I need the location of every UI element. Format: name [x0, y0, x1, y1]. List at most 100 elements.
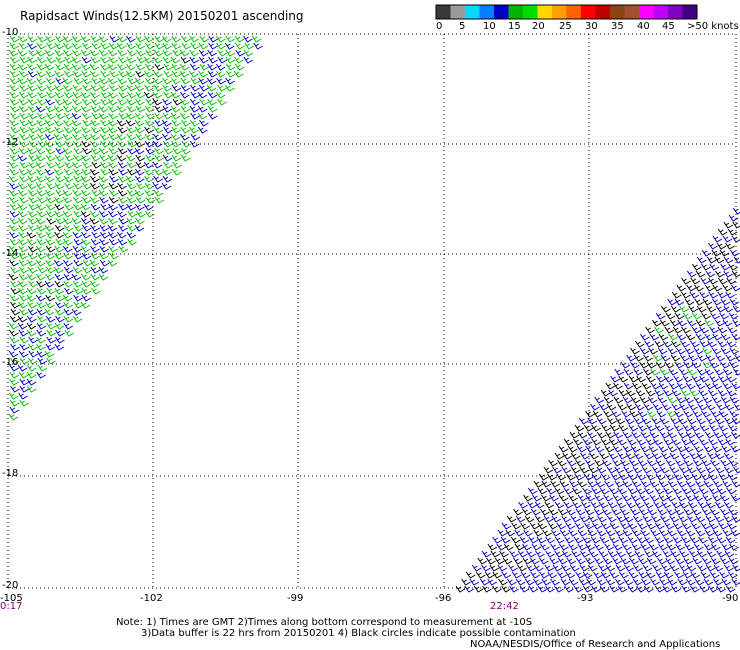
wind-barb	[635, 340, 645, 348]
wind-barb	[621, 543, 632, 551]
wind-barb	[170, 105, 181, 113]
wind-barb	[714, 501, 725, 509]
wind-barb	[36, 301, 47, 309]
wind-barb	[116, 119, 127, 127]
wind-barb	[62, 133, 73, 141]
wind-barb	[654, 340, 665, 348]
wind-barb	[652, 403, 663, 411]
wind-barb	[171, 77, 181, 85]
wind-barb	[655, 473, 666, 481]
wind-barb	[109, 70, 120, 78]
wind-barb	[99, 182, 109, 190]
wind-barb	[72, 98, 82, 106]
wind-barb	[577, 543, 588, 551]
wind-barb	[19, 56, 30, 64]
wind-barb	[689, 452, 699, 460]
wind-barb	[19, 266, 29, 274]
wind-barb	[670, 354, 681, 362]
wind-barb	[588, 515, 598, 523]
wind-barb	[628, 571, 639, 579]
wind-barb	[243, 35, 253, 43]
wind-barb	[731, 578, 740, 586]
wind-barb	[26, 364, 37, 372]
wind-barb	[661, 305, 671, 313]
wind-barb	[638, 571, 648, 579]
wind-barb	[190, 91, 201, 99]
wind-barb	[539, 571, 549, 579]
wind-barb	[682, 473, 693, 481]
wind-barb	[652, 550, 662, 558]
wind-barb	[98, 35, 109, 43]
wind-barb	[556, 473, 567, 481]
wind-barb	[698, 487, 709, 495]
wind-barb	[153, 77, 163, 85]
scale-label: 20	[532, 21, 545, 32]
wind-barb	[565, 473, 576, 481]
wind-barb	[71, 308, 82, 316]
wind-barb	[199, 63, 210, 71]
wind-barb	[554, 550, 565, 558]
wind-barb	[699, 424, 710, 432]
wind-barb	[36, 336, 46, 344]
wind-barb	[633, 564, 643, 572]
wind-barb	[17, 49, 28, 57]
wind-barb	[17, 217, 28, 225]
wind-barb	[502, 557, 513, 565]
wind-barb	[98, 175, 109, 183]
wind-barb	[706, 550, 717, 558]
wind-barb	[180, 126, 191, 134]
wind-barb	[570, 515, 581, 523]
wind-barb	[608, 452, 618, 460]
wind-barb	[684, 396, 694, 404]
wind-barb	[585, 494, 596, 502]
wind-barb	[134, 126, 145, 134]
wind-barb	[654, 487, 665, 495]
wind-barb	[705, 270, 716, 278]
wind-barb	[632, 578, 643, 586]
wind-barb	[152, 182, 163, 190]
wind-barb	[729, 249, 740, 257]
wind-barb	[46, 329, 57, 337]
wind-barb	[62, 294, 73, 302]
wind-barb	[90, 91, 100, 99]
wind-barb	[689, 291, 700, 299]
wind-barb	[601, 522, 611, 530]
wind-barb	[549, 494, 559, 502]
wind-barb	[558, 445, 569, 453]
wind-barb	[708, 389, 718, 397]
wind-barb	[686, 270, 697, 278]
wind-barb	[455, 585, 466, 593]
wind-barb	[28, 133, 39, 141]
note-line-2: 3)Data buffer is 22 hrs from 20150201 4)…	[141, 628, 576, 639]
wind-barb	[108, 133, 119, 141]
wind-barb	[35, 245, 46, 253]
wind-barb	[705, 354, 716, 362]
wind-barb	[9, 231, 19, 239]
wind-barb	[8, 140, 19, 148]
wind-barb	[71, 56, 82, 64]
wind-barb	[550, 480, 560, 488]
wind-barb	[632, 466, 643, 474]
wind-barb	[593, 571, 603, 579]
wind-barb	[144, 35, 154, 43]
wind-barb	[541, 578, 552, 586]
wind-barb	[162, 98, 172, 106]
wind-barb	[627, 536, 638, 544]
wind-barb	[118, 203, 128, 211]
wind-barb	[162, 105, 173, 113]
wind-barb	[135, 161, 146, 169]
wind-barb	[36, 280, 46, 288]
wind-barb	[81, 231, 91, 239]
wind-barb	[594, 396, 604, 404]
wind-barb	[599, 487, 610, 495]
wind-barb	[667, 480, 678, 488]
wind-barb	[161, 119, 172, 127]
wind-barb	[576, 557, 586, 565]
wind-barb	[617, 438, 627, 446]
wind-barb	[633, 417, 644, 425]
wind-barb	[617, 452, 628, 460]
wind-barb	[72, 70, 83, 78]
wind-barb	[46, 357, 56, 365]
wind-barb	[687, 501, 698, 509]
